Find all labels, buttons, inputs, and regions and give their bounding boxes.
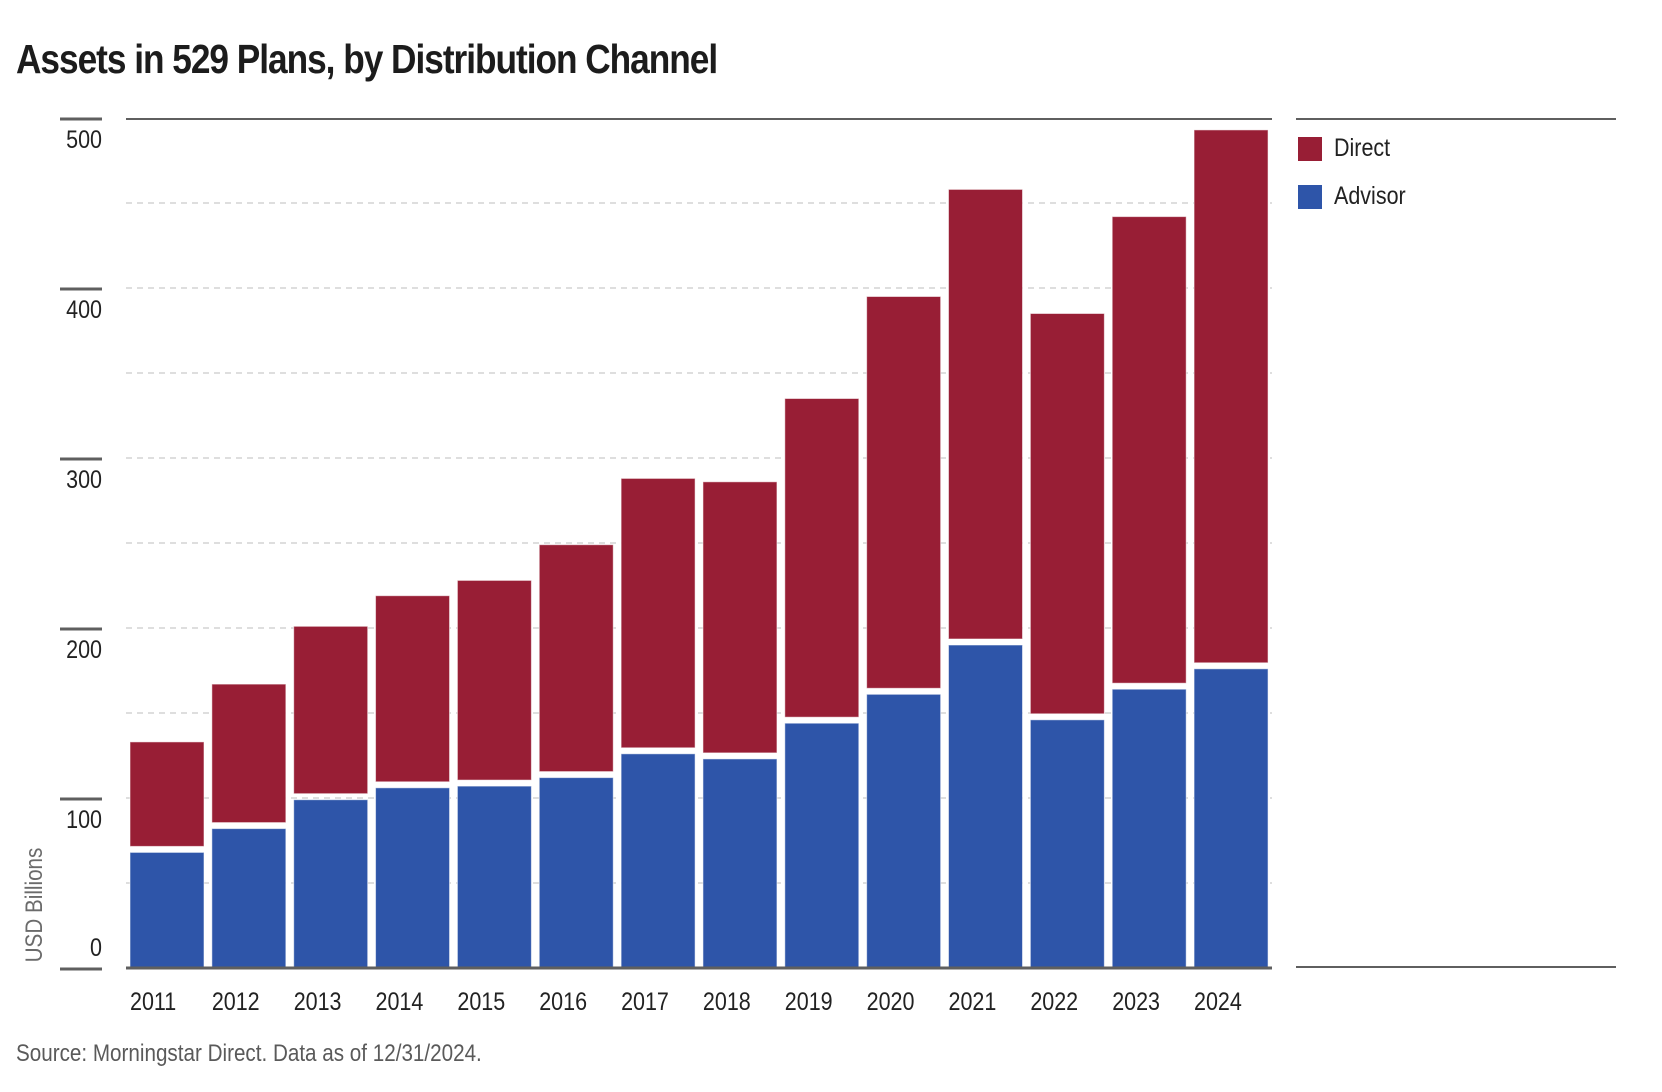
x-tick-label: 2024 [1194, 987, 1242, 1015]
legend-item-advisor: Advisor [1298, 182, 1417, 211]
bar-advisor-2011 [129, 851, 205, 969]
y-axis-label: USD Billions [21, 847, 48, 963]
x-tick-label: 2023 [1112, 987, 1160, 1015]
y-tick-label: 100 [66, 805, 102, 833]
x-tick-label: 2020 [867, 987, 915, 1015]
bar-advisor-2020 [866, 693, 942, 969]
bar-direct-2021 [948, 188, 1023, 640]
bar-direct-2017 [620, 477, 696, 749]
x-tick-label: 2015 [457, 987, 505, 1015]
x-tick-label: 2013 [294, 987, 342, 1015]
x-tick-label: 2016 [539, 987, 587, 1015]
bar-direct-2020 [866, 296, 942, 689]
bar-direct-2014 [375, 595, 451, 783]
x-tick-label: 2012 [212, 987, 260, 1015]
y-tick-label: 300 [66, 465, 102, 493]
bar-advisor-2015 [456, 785, 532, 969]
bar-advisor-2017 [620, 753, 696, 969]
legend-label-direct: Direct [1334, 134, 1391, 162]
legend-top-rule [1296, 118, 1616, 120]
bar-advisor-2018 [702, 758, 778, 969]
x-tick-label: 2014 [376, 987, 424, 1015]
legend-bottom-rule [1296, 966, 1616, 968]
legend-swatch-advisor [1298, 184, 1322, 209]
source-note: Source: Morningstar Direct. Data as of 1… [16, 1040, 482, 1067]
bar-direct-2019 [784, 398, 860, 718]
bar-direct-2013 [293, 625, 369, 795]
y-tick-label: 0 [90, 933, 102, 961]
legend-swatch-direct [1298, 136, 1322, 161]
x-tick-label: 2021 [948, 987, 996, 1015]
bar-advisor-2019 [784, 722, 860, 969]
x-tick-label: 2011 [130, 987, 176, 1015]
bar-advisor-2012 [211, 828, 287, 969]
y-axis: 0 100 200 300 400 500 [60, 117, 102, 971]
bar-advisor-2023 [1111, 688, 1187, 969]
bar-direct-2024 [1193, 129, 1269, 664]
bar-advisor-2016 [538, 777, 614, 969]
bar-advisor-2021 [948, 644, 1023, 969]
bar-direct-2012 [211, 683, 287, 824]
bar-direct-2011 [129, 741, 205, 847]
x-tick-label: 2018 [703, 987, 751, 1015]
bars [129, 129, 1269, 969]
y-tick-label: 400 [66, 295, 102, 323]
bar-direct-2018 [702, 481, 778, 754]
bar-direct-2023 [1111, 216, 1187, 684]
bar-direct-2022 [1029, 313, 1105, 715]
bar-direct-2015 [456, 579, 532, 781]
x-tick-label: 2017 [621, 987, 669, 1015]
bar-advisor-2022 [1029, 719, 1105, 969]
bar-direct-2016 [538, 544, 614, 773]
x-tick-label: 2019 [785, 987, 833, 1015]
x-tick-label: 2022 [1030, 987, 1078, 1015]
y-tick-label: 500 [66, 125, 102, 153]
x-axis: 2011 2012 2013 2014 2015 2016 2017 2018 2019 2020… [126, 966, 1272, 1015]
legend-label-advisor: Advisor [1334, 182, 1406, 210]
y-tick-label: 200 [66, 635, 102, 663]
legend-item-direct: Direct [1298, 134, 1399, 163]
bar-advisor-2013 [293, 799, 369, 969]
bar-advisor-2024 [1193, 668, 1269, 969]
chart-title: Assets in 529 Plans, by Distribution Cha… [16, 36, 718, 82]
bar-advisor-2014 [375, 787, 451, 969]
